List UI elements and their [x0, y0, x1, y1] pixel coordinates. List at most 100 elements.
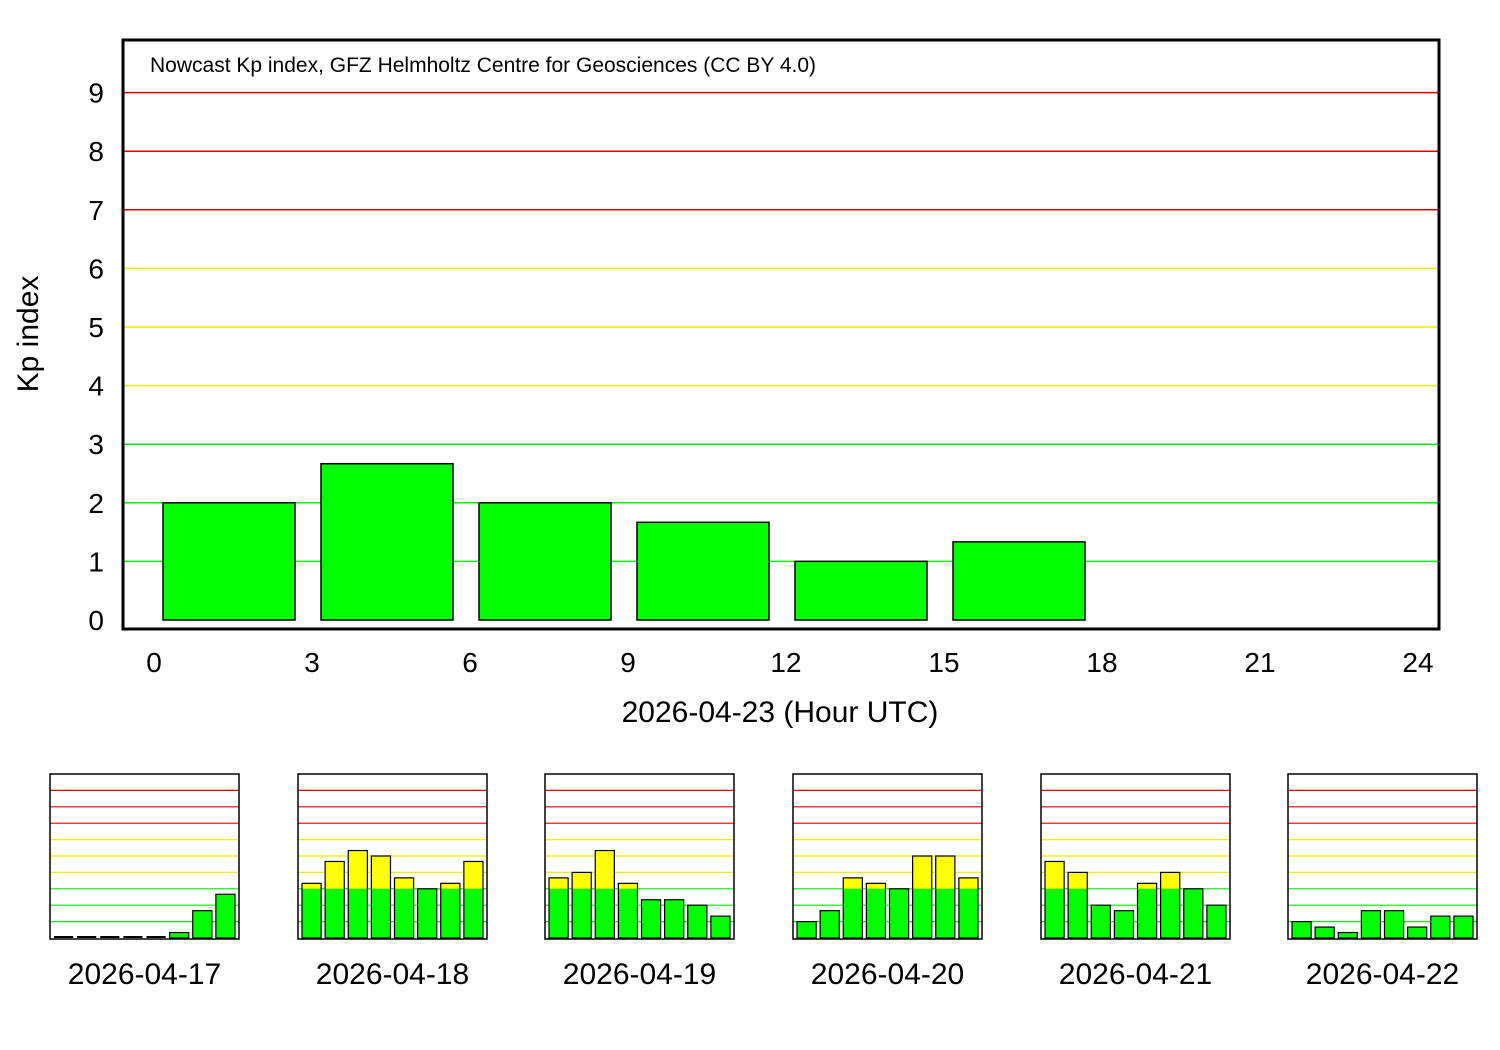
kp-bar: [636, 521, 770, 621]
daily-bar: [1183, 888, 1204, 939]
daily-bar-lower: [440, 888, 460, 938]
daily-bar: [440, 882, 461, 939]
x-tick-label: 9: [620, 647, 636, 678]
y-tick-label: 8: [88, 136, 104, 167]
daily-bar-upper: [1068, 872, 1088, 889]
daily-bar: [1206, 904, 1227, 939]
daily-bar-lower: [1045, 888, 1065, 938]
daily-bar-lower: [843, 888, 863, 938]
y-tick-label: 4: [88, 371, 104, 402]
daily-bar: [215, 893, 236, 939]
daily-bar: [1407, 926, 1428, 939]
daily-bar-upper: [549, 877, 569, 889]
kp-bar: [794, 560, 928, 621]
daily-bar-lower: [595, 888, 615, 938]
daily-chart: 2026-04-22: [1287, 773, 1478, 991]
daily-bar-lower: [618, 888, 638, 938]
daily-chart-frame: [297, 773, 488, 940]
daily-bar-upper: [1137, 883, 1157, 889]
daily-bar: [169, 931, 190, 939]
daily-bar: [324, 860, 345, 939]
daily-chart: 2026-04-19: [544, 773, 735, 991]
daily-bar-lower: [912, 888, 932, 938]
daily-bar: [1453, 915, 1474, 939]
chart-title: Nowcast Kp index, GFZ Helmholtz Centre f…: [150, 54, 816, 77]
daily-date-label: 2026-04-17: [68, 958, 221, 991]
daily-bar: [1090, 904, 1111, 939]
daily-bar: [1291, 920, 1312, 939]
daily-bar-lower: [572, 888, 592, 938]
daily-bar-upper: [572, 872, 592, 889]
daily-chart-frame: [792, 773, 983, 940]
daily-bar: [888, 888, 910, 939]
x-tick-label: 15: [928, 647, 959, 678]
daily-bar-upper: [302, 883, 322, 889]
daily-bar: [617, 882, 639, 939]
daily-bar: [935, 855, 956, 939]
daily-bar: [687, 904, 708, 939]
daily-bar: [1044, 860, 1065, 939]
daily-bar: [865, 882, 887, 939]
daily-bar-upper: [958, 877, 978, 889]
daily-bar-upper: [618, 883, 638, 889]
daily-bar: [347, 849, 368, 939]
y-tick-labels: 0 1 2 3 4 5 6 7 8 9: [88, 78, 104, 636]
daily-bar-lower: [348, 888, 368, 938]
x-tick-label: 3: [304, 647, 320, 678]
previous-days-charts: 2026-04-17 2026-04-18 2026-04-19 2026-04-20…: [49, 773, 1478, 991]
daily-bar: [1314, 926, 1335, 939]
daily-bar-lower: [866, 888, 886, 938]
daily-bar: [796, 920, 817, 939]
daily-bar-upper: [1160, 872, 1180, 889]
main-plot-frame: [121, 38, 1441, 631]
daily-bar: [571, 871, 592, 939]
daily-bar: [710, 915, 731, 939]
daily-bar: [192, 910, 213, 939]
daily-bar-upper: [348, 850, 368, 889]
kp-bar: [162, 502, 296, 621]
daily-bar-lower: [1068, 888, 1088, 938]
daily-date-label: 2026-04-19: [563, 958, 716, 991]
daily-bar-upper: [1045, 861, 1065, 889]
y-tick-label: 9: [88, 78, 104, 109]
daily-chart: 2026-04-21: [1040, 773, 1231, 991]
daily-bar: [1383, 910, 1405, 939]
daily-bar: [1113, 910, 1135, 939]
kp-bar: [320, 462, 454, 621]
daily-bar: [594, 849, 615, 939]
daily-bar: [463, 860, 484, 939]
daily-bar: [1360, 910, 1382, 939]
daily-bar-upper: [843, 877, 863, 889]
daily-bar: [842, 877, 863, 939]
daily-bar-upper: [935, 856, 955, 889]
daily-bar-upper: [866, 883, 886, 889]
x-tick-labels: 0 3 6 9 12 15 18 21 24: [146, 647, 1433, 678]
x-tick-label: 18: [1086, 647, 1117, 678]
daily-bar-upper: [595, 850, 615, 889]
daily-date-label: 2026-04-18: [316, 958, 469, 991]
daily-bar: [1337, 931, 1358, 939]
y-axis-title: Kp index: [12, 276, 45, 393]
y-tick-label: 2: [88, 488, 104, 519]
daily-chart: 2026-04-20: [792, 773, 983, 991]
x-tick-label: 12: [770, 647, 801, 678]
daily-bar-lower: [394, 888, 414, 938]
daily-bar: [819, 910, 840, 939]
daily-bar-upper: [394, 877, 414, 889]
daily-bar: [664, 899, 685, 939]
daily-chart-frame: [544, 773, 735, 940]
kp-bar: [478, 502, 612, 621]
daily-chart: 2026-04-18: [297, 773, 488, 991]
y-tick-label: 6: [88, 253, 104, 284]
daily-date-label: 2026-04-20: [811, 958, 964, 991]
y-tick-label: 7: [88, 195, 104, 226]
daily-bar: [301, 882, 322, 939]
daily-bar-lower: [463, 888, 483, 938]
x-tick-label: 6: [462, 647, 478, 678]
daily-chart-frame: [49, 773, 240, 940]
daily-bar: [393, 877, 415, 939]
daily-bar-upper: [440, 883, 460, 889]
x-tick-label: 0: [146, 647, 162, 678]
